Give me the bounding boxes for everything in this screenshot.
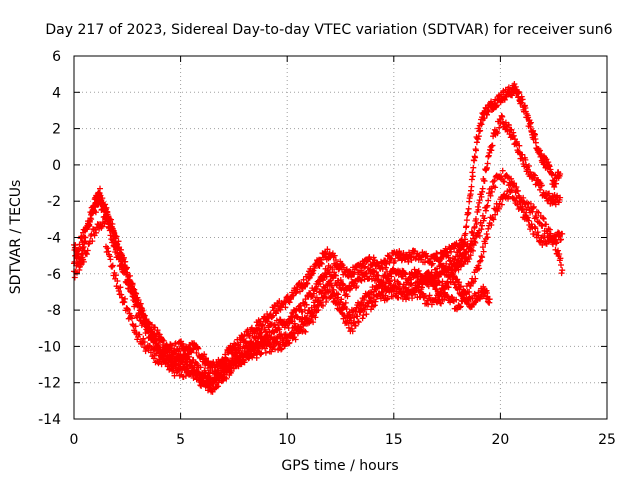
x-tick-label: 15 <box>385 432 403 448</box>
scatter-markers <box>71 112 564 387</box>
plot-frame <box>73 55 608 420</box>
scatter-markers <box>422 269 493 311</box>
scatter-markers <box>103 186 566 394</box>
grid-lines <box>74 56 607 419</box>
x-tick-label: 5 <box>176 432 185 448</box>
x-axis-label: GPS time / hours <box>281 458 398 474</box>
series-track-2 <box>71 112 564 387</box>
y-tick-label: 2 <box>52 122 61 138</box>
series-track-4 <box>103 186 566 394</box>
y-tick-label: -6 <box>47 267 61 283</box>
chart-title: Day 217 of 2023, Sidereal Day-to-day VTE… <box>45 22 612 38</box>
y-tick-label: -8 <box>47 303 61 319</box>
y-axis-label: SDTVAR / TECUs <box>8 180 24 295</box>
x-tick-label: 10 <box>278 432 296 448</box>
x-tick-label: 20 <box>491 432 509 448</box>
y-tick-label: -2 <box>47 194 61 210</box>
y-tick-label: 4 <box>52 85 61 101</box>
y-tick-label: 0 <box>52 158 61 174</box>
y-tick-label: -4 <box>47 231 61 247</box>
x-tick-label: 25 <box>598 432 616 448</box>
x-tick-label: 0 <box>70 432 79 448</box>
y-tick-label: -10 <box>38 339 61 355</box>
y-tick-label: -14 <box>38 412 61 428</box>
y-tick-label: 6 <box>52 49 61 65</box>
y-tick-label: -12 <box>38 376 61 392</box>
series-track-5 <box>422 269 493 311</box>
